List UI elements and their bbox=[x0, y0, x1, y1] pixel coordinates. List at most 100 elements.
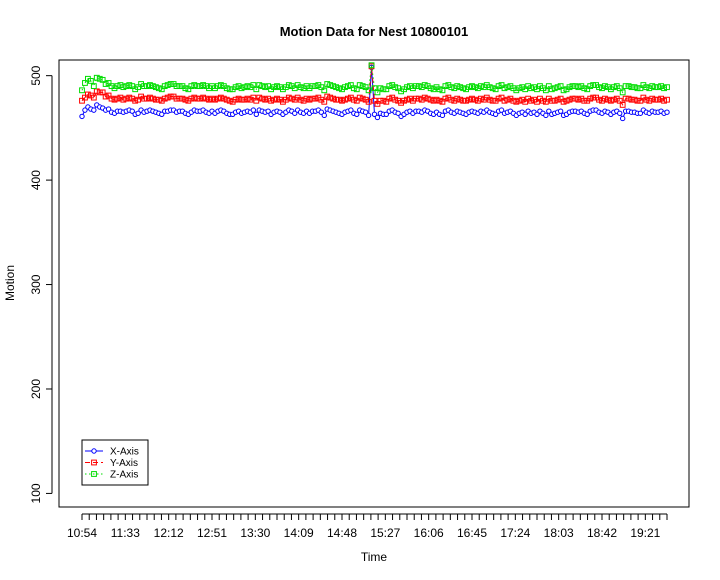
legend-label: X-Axis bbox=[110, 447, 139, 458]
x-axis: 10:54 11:33 12:12 12:51 13:30 14:09 14:48 15:27… bbox=[67, 513, 668, 540]
data-point bbox=[232, 96, 239, 103]
data-point bbox=[436, 97, 443, 104]
data-point bbox=[477, 83, 484, 90]
data-point bbox=[155, 85, 162, 92]
data-point bbox=[439, 98, 446, 105]
data-point bbox=[504, 96, 511, 103]
data-point bbox=[498, 107, 505, 113]
data-point bbox=[241, 84, 248, 91]
data-point bbox=[649, 83, 656, 90]
data-point bbox=[217, 82, 224, 88]
data-point bbox=[135, 110, 141, 116]
legend-label: Y-Axis bbox=[110, 458, 138, 469]
data-point bbox=[79, 113, 85, 120]
data-point bbox=[625, 95, 632, 102]
legend-marker bbox=[91, 448, 97, 454]
data-point bbox=[528, 97, 534, 104]
data-point bbox=[297, 96, 304, 103]
y-tick-label: 400 bbox=[29, 170, 43, 190]
data-point bbox=[144, 95, 150, 102]
data-point bbox=[380, 86, 387, 93]
data-point bbox=[176, 83, 183, 90]
x-tick-label: 14:09 bbox=[284, 526, 314, 540]
data-point bbox=[486, 84, 493, 91]
data-point bbox=[439, 87, 446, 94]
data-point bbox=[321, 98, 328, 105]
data-point bbox=[374, 89, 381, 96]
data-point bbox=[516, 97, 523, 104]
data-point bbox=[256, 82, 263, 88]
data-point bbox=[182, 96, 189, 103]
data-point bbox=[380, 97, 387, 104]
data-point bbox=[548, 86, 555, 93]
data-point bbox=[82, 80, 88, 86]
data-point bbox=[345, 83, 351, 90]
data-point bbox=[330, 95, 337, 102]
data-point bbox=[392, 84, 399, 91]
data-point bbox=[619, 89, 626, 96]
data-point bbox=[557, 108, 564, 114]
data-point bbox=[383, 111, 390, 118]
data-point bbox=[161, 95, 168, 102]
data-point bbox=[460, 85, 467, 92]
y-tick-label: 100 bbox=[29, 483, 43, 503]
data-point bbox=[132, 97, 139, 104]
data-point bbox=[404, 96, 410, 103]
data-point bbox=[557, 95, 564, 102]
data-point bbox=[374, 100, 381, 107]
data-point bbox=[336, 85, 342, 92]
data-point bbox=[448, 84, 455, 91]
data-point bbox=[274, 95, 280, 102]
data-point bbox=[625, 83, 632, 90]
data-point bbox=[167, 93, 174, 100]
data-point bbox=[238, 85, 245, 92]
data-point bbox=[463, 97, 469, 104]
data-point bbox=[150, 83, 156, 90]
x-tick-label: 12:12 bbox=[154, 526, 184, 540]
data-point bbox=[188, 95, 195, 102]
x-tick-label: 17:24 bbox=[500, 526, 530, 540]
data-point bbox=[244, 83, 251, 90]
data-point bbox=[643, 84, 650, 91]
data-point bbox=[628, 84, 635, 91]
data-point bbox=[569, 83, 576, 90]
data-point bbox=[602, 95, 608, 102]
data-point bbox=[664, 96, 670, 103]
data-point bbox=[371, 97, 378, 104]
data-point bbox=[383, 86, 390, 93]
data-point bbox=[262, 84, 269, 91]
data-point bbox=[96, 75, 103, 82]
data-point bbox=[318, 84, 325, 91]
plot-frame bbox=[58, 59, 690, 508]
data-point bbox=[179, 95, 186, 102]
data-point bbox=[457, 96, 464, 103]
data-point bbox=[386, 95, 393, 102]
data-point bbox=[572, 83, 579, 90]
legend-marker bbox=[91, 471, 97, 477]
data-point bbox=[152, 84, 159, 91]
data-point bbox=[504, 84, 511, 91]
data-point bbox=[188, 83, 195, 90]
data-point bbox=[164, 82, 171, 88]
legend-item-z-axis: Z-Axis bbox=[85, 470, 138, 481]
data-point bbox=[522, 98, 529, 105]
data-point bbox=[244, 95, 251, 102]
data-point bbox=[353, 97, 360, 104]
data-point bbox=[637, 97, 644, 104]
data-point bbox=[655, 96, 662, 103]
data-point bbox=[457, 84, 464, 91]
data-point bbox=[617, 110, 623, 116]
data-point bbox=[664, 109, 670, 115]
data-point bbox=[510, 97, 517, 104]
data-point bbox=[173, 83, 180, 90]
data-point bbox=[126, 82, 133, 88]
data-point bbox=[220, 95, 227, 102]
y-tick-label: 500 bbox=[29, 65, 43, 85]
data-point bbox=[477, 95, 484, 102]
data-point bbox=[336, 96, 342, 103]
data-point bbox=[655, 84, 662, 91]
series-line-y-axis bbox=[81, 66, 668, 106]
data-point bbox=[554, 84, 561, 91]
data-point bbox=[126, 94, 133, 101]
